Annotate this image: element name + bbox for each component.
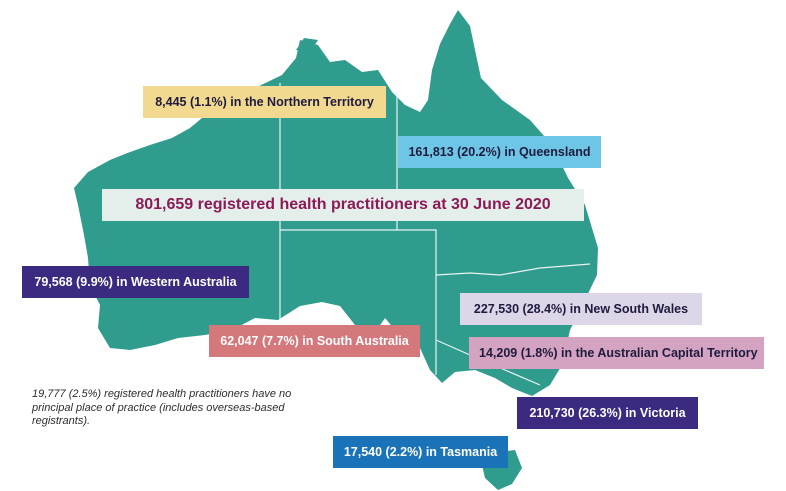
label-northern-territory-text: 8,445 (1.1%) in the Northern Territory bbox=[155, 95, 374, 109]
footnote-text: 19,777 (2.5%) registered health practiti… bbox=[32, 388, 292, 427]
label-australian-capital-territory: 14,209 (1.8%) in the Australian Capital … bbox=[469, 337, 764, 369]
headline-text: 801,659 registered health practitioners … bbox=[135, 196, 551, 213]
label-northern-territory: 8,445 (1.1%) in the Northern Territory bbox=[143, 86, 386, 118]
label-new-south-wales-text: 227,530 (28.4%) in New South Wales bbox=[473, 302, 689, 316]
border-qld-nsw bbox=[435, 263, 591, 276]
label-south-australia: 62,047 (7.7%) in South Australia bbox=[209, 325, 420, 357]
label-western-australia-text: 79,568 (9.9%) in Western Australia bbox=[34, 275, 237, 289]
footnote-no-principal-place: 19,777 (2.5%) registered health practiti… bbox=[32, 388, 322, 429]
melville-island bbox=[296, 38, 318, 52]
border-sa-qld bbox=[397, 229, 437, 375]
label-tasmania: 17,540 (2.2%) in Tasmania bbox=[333, 436, 508, 468]
label-queensland: 161,813 (20.2%) in Queensland bbox=[398, 136, 601, 168]
label-queensland-text: 161,813 (20.2%) in Queensland bbox=[408, 145, 591, 159]
label-western-australia: 79,568 (9.9%) in Western Australia bbox=[22, 266, 249, 298]
label-victoria: 210,730 (26.3%) in Victoria bbox=[517, 397, 698, 429]
label-south-australia-text: 62,047 (7.7%) in South Australia bbox=[220, 334, 409, 348]
label-new-south-wales: 227,530 (28.4%) in New South Wales bbox=[460, 293, 702, 325]
label-victoria-text: 210,730 (26.3%) in Victoria bbox=[529, 406, 686, 420]
headline-total: 801,659 registered health practitioners … bbox=[102, 189, 584, 221]
label-australian-capital-territory-text: 14,209 (1.8%) in the Australian Capital … bbox=[479, 346, 758, 360]
label-tasmania-text: 17,540 (2.2%) in Tasmania bbox=[343, 445, 498, 459]
